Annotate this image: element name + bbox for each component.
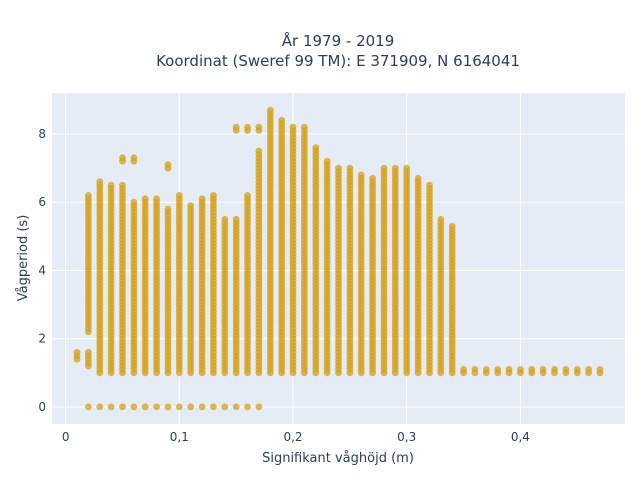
y-tick-label: 0 [38,400,46,414]
data-point [119,403,126,411]
y-axis-title: Vågperiod (s) [16,215,31,302]
data-point [335,164,342,172]
data-point [187,202,195,210]
data-point [494,366,502,373]
data-point [528,366,536,373]
data-point [187,403,195,411]
y-tick-label: 6 [38,195,46,209]
chart-title-line-2: Koordinat (Sweref 99 TM): E 371909, N 61… [156,52,520,70]
data-point [221,403,229,411]
data-points [73,106,604,411]
data-point [403,164,411,172]
data-point [301,123,308,131]
data-point [221,215,229,223]
data-point [164,205,172,213]
data-point [573,366,581,373]
data-point [175,403,183,411]
data-point [96,403,104,411]
data-point [596,366,604,373]
x-tick-label: 0,4 [511,430,530,444]
data-point [85,192,92,199]
data-point [198,403,206,411]
data-point [153,403,161,411]
data-point [232,215,240,223]
data-point [323,157,331,165]
data-point [85,403,92,411]
y-tick-label: 2 [38,332,46,346]
chart-title-line-1: År 1979 - 2019 [282,31,395,50]
data-point [198,195,206,203]
data-point [232,123,240,131]
data-point [96,178,104,186]
data-point [210,192,217,199]
data-point [278,116,286,124]
data-point [369,174,376,182]
data-point [482,366,490,373]
data-point [346,164,354,172]
data-point [107,403,115,411]
data-point [266,106,274,114]
data-point [312,144,320,152]
data-point [175,192,183,199]
data-point [380,164,388,172]
data-point [210,403,217,411]
data-point [448,222,456,230]
data-point [460,366,467,373]
x-tick-label: 0 [62,430,70,444]
data-point [255,147,263,155]
data-point [107,181,115,189]
x-axis-title: Signifikant våghöjd (m) [262,451,414,466]
data-point [119,181,126,189]
data-point [517,366,524,373]
data-point [539,366,547,373]
data-point [244,123,251,131]
data-point [119,154,126,162]
data-point [414,174,422,182]
data-point [73,348,81,356]
data-point [130,403,138,411]
data-point [255,123,263,131]
data-point [164,403,172,411]
data-point [471,366,479,373]
data-point [164,161,172,169]
data-point [244,192,251,199]
data-point [562,366,570,373]
data-point [437,215,445,223]
data-point [289,123,297,131]
tick-labels: 0 0,1 0,2 0,3 0,4 0 2 4 6 8 [38,127,530,444]
data-point [85,348,92,356]
x-tick-label: 0,1 [170,430,189,444]
data-point [505,366,513,373]
x-tick-label: 0,2 [283,430,302,444]
y-tick-label: 4 [38,263,46,277]
data-point [255,403,263,411]
data-point [551,366,558,373]
data-point [244,403,251,411]
data-point [141,403,149,411]
data-point [391,164,399,172]
x-tick-label: 0,3 [397,430,416,444]
data-point [130,198,138,206]
data-point [232,403,240,411]
data-point [141,195,149,203]
data-point [153,195,161,203]
data-point [426,181,433,189]
data-point [357,171,365,179]
y-tick-label: 8 [38,127,46,141]
data-point [130,154,138,162]
data-point [585,366,592,373]
